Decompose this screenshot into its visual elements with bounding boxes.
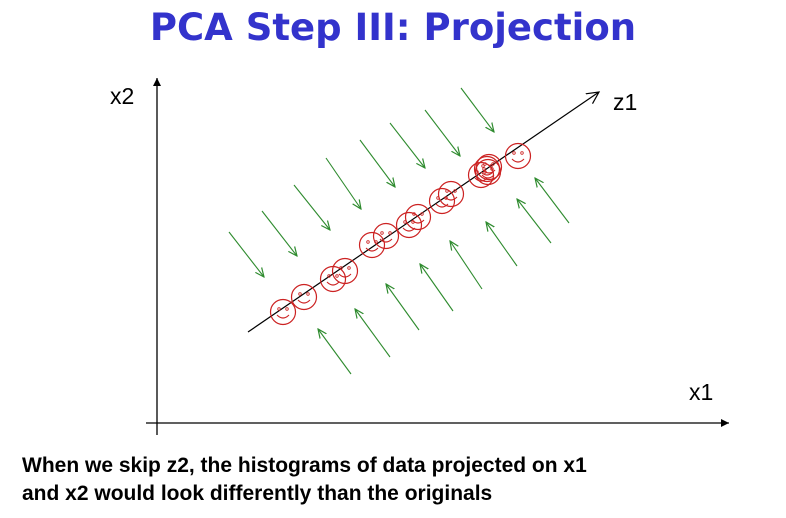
data-point-smiley (331, 257, 359, 285)
projection-arrow (517, 199, 552, 244)
axes: x2 x1 (110, 78, 729, 435)
projection-arrow (486, 222, 518, 267)
caption-line-1: When we skip z2, the histograms of data … (22, 454, 587, 477)
projection-arrow (389, 122, 425, 168)
caption-line-2: and x2 would look differently than the o… (22, 482, 493, 505)
z1-axis-line (247, 92, 599, 333)
data-point-smiley (504, 142, 532, 170)
data-point-smiley (358, 231, 386, 259)
projection-arrow (261, 210, 297, 256)
projection-arrow (318, 329, 352, 375)
projection-arrow (424, 109, 460, 156)
projected-data-points (269, 142, 532, 326)
projection-arrow (293, 184, 330, 230)
data-point-smiley (404, 203, 432, 231)
projection-arrow (355, 309, 391, 358)
slide-caption: When we skip z2, the histograms of data … (22, 452, 772, 508)
data-point-smiley (372, 222, 400, 250)
x2-axis-label: x2 (110, 83, 134, 109)
projection-arrow (450, 241, 483, 290)
projection-arrow (325, 157, 361, 209)
projection-arrow (460, 87, 494, 132)
projection-arrow (420, 264, 454, 312)
data-point-smiley (290, 283, 318, 311)
projection-arrow (359, 139, 395, 187)
projection-arrows-from-above (228, 87, 494, 277)
projection-arrow (535, 178, 570, 224)
principal-axis-z1: z1 (247, 89, 637, 333)
projection-arrow (228, 231, 264, 277)
slide-title: PCA Step III: Projection (149, 6, 637, 49)
data-point-smiley (269, 298, 297, 326)
data-point-smiley (428, 187, 456, 215)
projection-arrow (386, 284, 420, 331)
data-point-smiley (474, 158, 502, 186)
z1-axis-label: z1 (613, 89, 637, 115)
x1-axis-label: x1 (689, 379, 713, 405)
data-point-smiley (437, 180, 465, 208)
projection-arrows-from-below (318, 178, 570, 375)
